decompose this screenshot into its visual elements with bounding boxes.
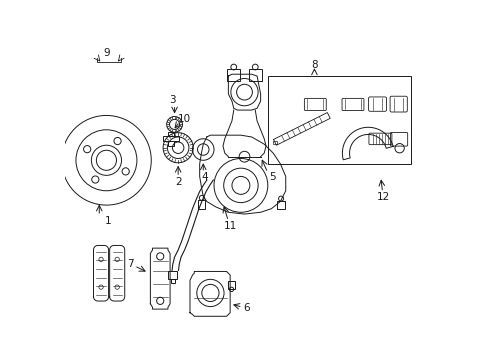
Bar [168,271,177,279]
Bar [277,201,284,210]
Text: 5: 5 [268,172,275,182]
Text: 3: 3 [169,95,176,105]
Text: 6: 6 [243,303,250,314]
Bar [167,132,174,136]
Text: 4: 4 [202,172,208,183]
Bar [248,69,261,81]
Bar [167,141,174,146]
Bar [198,200,205,209]
Text: 2: 2 [175,177,181,187]
Text: 1: 1 [105,216,111,225]
Text: 11: 11 [224,221,237,231]
Text: 10: 10 [178,114,191,124]
Bar [227,69,240,81]
Bar [163,136,179,141]
Text: 9: 9 [103,48,109,58]
Bar [267,76,410,164]
Bar [272,141,277,144]
Bar [170,279,175,283]
Text: 7: 7 [127,259,134,269]
Text: 8: 8 [310,60,317,70]
Text: 12: 12 [376,192,389,202]
Bar [228,282,234,289]
